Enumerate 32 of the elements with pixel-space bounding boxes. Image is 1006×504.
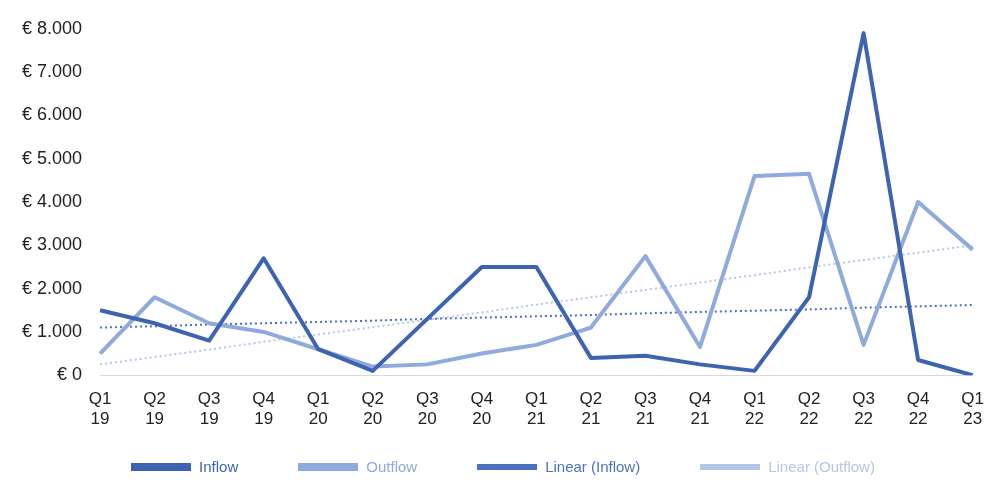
legend-label: Linear (Inflow) xyxy=(545,458,641,475)
y-tick-label: € 2.000 xyxy=(21,277,83,298)
line-series xyxy=(99,304,974,329)
x-tick-label: Q2 20 xyxy=(361,389,385,429)
x-tick-label: Q4 21 xyxy=(688,389,712,429)
x-tick-label: Q4 19 xyxy=(252,389,276,429)
y-tick-label: € 6.000 xyxy=(21,104,83,125)
x-tick-label: Q1 22 xyxy=(743,389,766,429)
y-tick-label: € 3.000 xyxy=(21,234,83,255)
x-tick-label: Q1 21 xyxy=(525,389,548,429)
x-tick-label: Q1 20 xyxy=(306,389,330,429)
x-tick-label: Q3 22 xyxy=(852,389,875,429)
x-tick-label: Q4 20 xyxy=(470,389,494,429)
legend-label: Linear (Outflow) xyxy=(768,458,875,475)
legend-label: Outflow xyxy=(366,458,418,475)
line-series xyxy=(99,244,974,366)
y-tick-label: € 4.000 xyxy=(21,190,83,211)
x-tick-label: Q1 19 xyxy=(88,389,112,429)
legend-label: Inflow xyxy=(199,458,239,475)
x-tick-label: Q2 21 xyxy=(579,389,603,429)
x-tick-label: Q2 19 xyxy=(143,389,166,429)
x-tick-label: Q3 19 xyxy=(197,389,221,429)
y-tick-label: € 7.000 xyxy=(21,61,83,82)
y-tick-label: € 8.000 xyxy=(21,17,83,38)
x-tick-label: Q1 23 xyxy=(961,389,984,429)
y-tick-label: € 5.000 xyxy=(21,147,83,168)
y-tick-label: € 0 xyxy=(57,364,83,385)
y-tick-label: € 1.000 xyxy=(21,320,83,341)
x-tick-label: Q4 22 xyxy=(906,389,930,429)
x-tick-label: Q3 21 xyxy=(634,389,657,429)
x-tick-label: Q3 20 xyxy=(415,389,439,429)
x-tick-label: Q2 22 xyxy=(797,389,821,429)
